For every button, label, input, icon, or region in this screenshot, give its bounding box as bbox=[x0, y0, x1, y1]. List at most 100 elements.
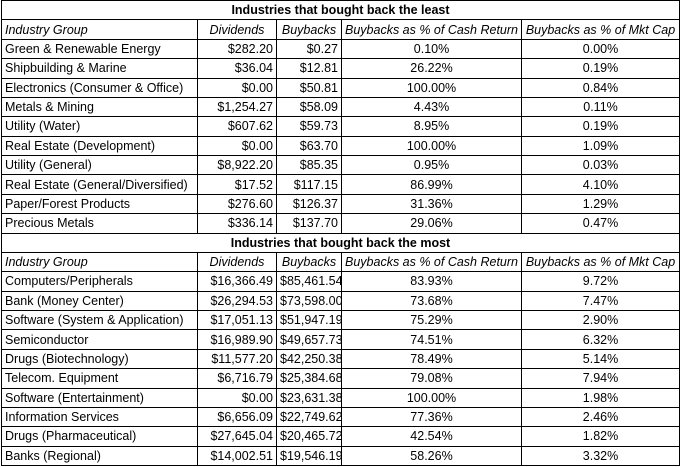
cell: 0.11% bbox=[520, 96, 680, 118]
section-title-row: Industries that bought back the most bbox=[0, 232, 680, 253]
cell: 78.49% bbox=[341, 348, 522, 370]
cell: $59.73 bbox=[276, 116, 342, 137]
cell: 75.29% bbox=[341, 309, 522, 331]
cell: Utility (General) bbox=[1, 154, 198, 176]
cell: 74.51% bbox=[341, 329, 522, 350]
cell: Banks (Regional) bbox=[1, 445, 198, 467]
data-row: Information Services $6,656.09 $22,749.62 7… bbox=[1, 406, 680, 428]
cell: $25,384.68 bbox=[276, 368, 342, 389]
data-row: Semiconductor $16,989.90 $49,657.73 74.51% 6… bbox=[1, 329, 680, 350]
data-row: Bank (Money Center) $26,294.53 $73,598.00 7… bbox=[1, 290, 680, 312]
cell: Real Estate (General/Diversified) bbox=[1, 174, 198, 195]
data-row: Computers/Peripherals $16,366.49 $85,461.5… bbox=[1, 271, 680, 292]
header-cell: Buybacks as % of Cash Return bbox=[341, 251, 522, 273]
cell: $51,947.19 bbox=[276, 309, 342, 331]
cell: $58.09 bbox=[276, 96, 342, 118]
cell: 0.00% bbox=[520, 38, 680, 60]
cell: Computers/Peripherals bbox=[1, 271, 198, 292]
header-cell: Buybacks bbox=[276, 19, 342, 40]
cell: $607.62 bbox=[197, 116, 277, 137]
section-title: Industries that bought back the most bbox=[0, 232, 680, 253]
cell: $16,989.90 bbox=[197, 329, 277, 350]
cell: 1.82% bbox=[520, 426, 680, 447]
cell: $0.00 bbox=[197, 77, 277, 98]
cell: Utility (Water) bbox=[1, 116, 198, 137]
cell: 73.68% bbox=[341, 290, 522, 312]
cell: 7.47% bbox=[520, 290, 680, 312]
cell: 4.10% bbox=[520, 174, 680, 195]
header-cell: Industry Group bbox=[1, 19, 198, 40]
data-row: Precious Metals $336.14 $137.70 29.06% 0.47% bbox=[1, 213, 680, 234]
data-row: Software (System & Application) $17,051.1… bbox=[1, 309, 680, 331]
header-row: Industry Group Dividends Buybacks Buybacks … bbox=[1, 251, 680, 273]
cell: 0.10% bbox=[341, 38, 522, 60]
cell: Bank (Money Center) bbox=[1, 290, 198, 312]
cell: 1.09% bbox=[520, 135, 680, 157]
cell: 5.14% bbox=[520, 348, 680, 370]
header-cell: Buybacks bbox=[276, 251, 342, 273]
cell: $27,645.04 bbox=[197, 426, 277, 447]
cell: 1.98% bbox=[520, 387, 680, 408]
cell: 7.94% bbox=[520, 368, 680, 389]
cell: $137.70 bbox=[276, 213, 342, 234]
cell: 9.72% bbox=[520, 271, 680, 292]
header-cell: Buybacks as % of Cash Return bbox=[341, 19, 522, 40]
cell: Precious Metals bbox=[1, 213, 198, 234]
cell: $1,254.27 bbox=[197, 96, 277, 118]
data-row: Drugs (Pharmaceutical) $27,645.04 $20,465.… bbox=[1, 426, 680, 447]
cell: $126.37 bbox=[276, 193, 342, 215]
header-cell: Buybacks as % of Mkt Cap bbox=[520, 251, 680, 273]
cell: $19,546.19 bbox=[276, 445, 342, 467]
cell: Paper/Forest Products bbox=[1, 193, 198, 215]
cell: 100.00% bbox=[341, 135, 522, 157]
cell: $276.60 bbox=[197, 193, 277, 215]
header-row: Industry Group Dividends Buybacks Buybacks … bbox=[1, 19, 680, 40]
cell: 0.19% bbox=[520, 116, 680, 137]
cell: 100.00% bbox=[341, 77, 522, 98]
cell: Green & Renewable Energy bbox=[1, 38, 198, 60]
cell: $73,598.00 bbox=[276, 290, 342, 312]
cell: 29.06% bbox=[341, 213, 522, 234]
data-row: Green & Renewable Energy $282.20 $0.27 0.10… bbox=[1, 38, 680, 60]
section-title: Industries that bought back the least bbox=[0, 0, 680, 21]
cell: $36.04 bbox=[197, 58, 277, 79]
cell: Electronics (Consumer & Office) bbox=[1, 77, 198, 98]
cell: $14,002.51 bbox=[197, 445, 277, 467]
cell: 0.19% bbox=[520, 58, 680, 79]
cell: 1.29% bbox=[520, 193, 680, 215]
cell: $0.27 bbox=[276, 38, 342, 60]
header-cell: Dividends bbox=[197, 19, 277, 40]
data-row: Shipbuilding & Marine $36.04 $12.81 26.22% 0… bbox=[1, 58, 680, 79]
cell: $0.00 bbox=[197, 135, 277, 157]
cell: Software (System & Application) bbox=[1, 309, 198, 331]
cell: Real Estate (Development) bbox=[1, 135, 198, 157]
cell: $49,657.73 bbox=[276, 329, 342, 350]
cell: 2.90% bbox=[520, 309, 680, 331]
cell: $12.81 bbox=[276, 58, 342, 79]
cell: 100.00% bbox=[341, 387, 522, 408]
cell: $85,461.54 bbox=[276, 271, 342, 292]
cell: Telecom. Equipment bbox=[1, 368, 198, 389]
cell: 58.26% bbox=[341, 445, 522, 467]
data-row: Real Estate (Development) $0.00 $63.70 100.… bbox=[1, 135, 680, 157]
cell: $42,250.38 bbox=[276, 348, 342, 370]
cell: $11,577.20 bbox=[197, 348, 277, 370]
cell: 83.93% bbox=[341, 271, 522, 292]
cell: 0.47% bbox=[520, 213, 680, 234]
data-row: Electronics (Consumer & Office) $0.00 $50.… bbox=[1, 77, 680, 98]
data-row: Real Estate (General/Diversified) $17.52 $… bbox=[1, 174, 680, 195]
cell: Metals & Mining bbox=[1, 96, 198, 118]
cell: 79.08% bbox=[341, 368, 522, 389]
cell: 4.43% bbox=[341, 96, 522, 118]
cell: 77.36% bbox=[341, 406, 522, 428]
cell: $8,922.20 bbox=[197, 154, 277, 176]
cell: $85.35 bbox=[276, 154, 342, 176]
cell: $16,366.49 bbox=[197, 271, 277, 292]
header-cell: Buybacks as % of Mkt Cap bbox=[520, 19, 680, 40]
cell: 42.54% bbox=[341, 426, 522, 447]
cell: $22,749.62 bbox=[276, 406, 342, 428]
cell: $117.15 bbox=[276, 174, 342, 195]
cell: $0.00 bbox=[197, 387, 277, 408]
cell: $6,716.79 bbox=[197, 368, 277, 389]
